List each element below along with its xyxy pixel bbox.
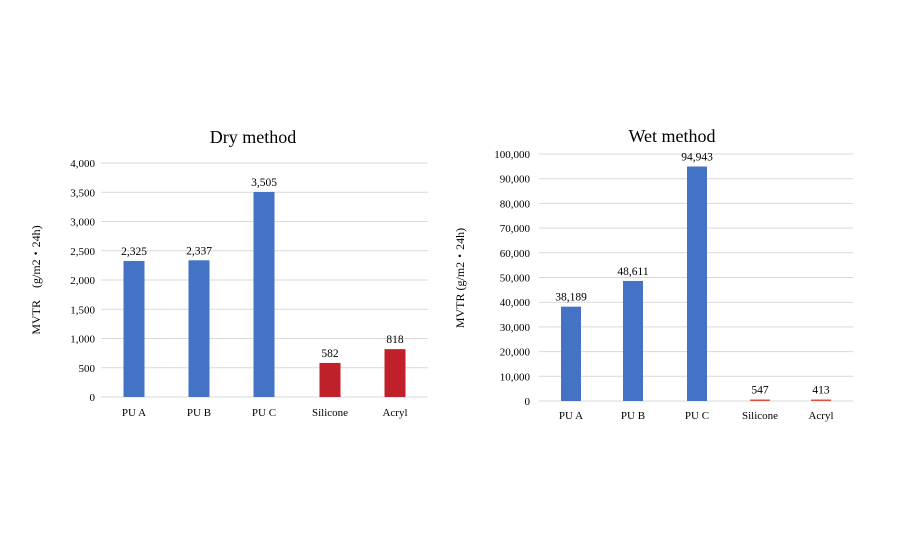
y-tick-label: 50,000: [500, 273, 531, 285]
data-label: 2,337: [186, 245, 212, 257]
chart-title: Wet method: [628, 126, 715, 146]
y-tick-label: 30,000: [500, 322, 531, 334]
data-label: 413: [812, 385, 830, 397]
bar-pu-a: [123, 260, 145, 397]
x-tick-label: Silicone: [312, 407, 348, 419]
bar-pu-b: [188, 260, 210, 397]
bar-silicone: [319, 362, 341, 397]
data-label: 94,943: [681, 151, 713, 163]
bar-pu-c: [687, 166, 707, 401]
x-tick-label: PU C: [252, 407, 276, 419]
y-axis-label: MVTR (g/m2・24h): [453, 228, 467, 328]
y-tick-label: 70,000: [500, 223, 531, 235]
data-label: 547: [751, 385, 769, 397]
x-tick-label: PU B: [187, 407, 211, 419]
x-tick-label: PU B: [621, 410, 645, 422]
x-tick-label: Silicone: [742, 410, 778, 422]
data-label: 3,505: [251, 177, 277, 189]
y-tick-label: 2,500: [70, 246, 95, 258]
data-label: 582: [321, 348, 339, 360]
y-tick-label: 2,000: [70, 275, 95, 287]
x-tick-label: PU A: [122, 407, 146, 419]
x-tick-label: PU C: [685, 410, 709, 422]
y-tick-label: 0: [90, 392, 96, 404]
y-tick-label: 4,000: [70, 158, 95, 170]
chart-dry-method: Dry method 0 500 1,000 1,500 2,000 2,500 3,000 3…: [29, 127, 428, 419]
data-label: 38,189: [555, 292, 587, 304]
y-axis-label: MVTR (g/m2・24h): [29, 225, 43, 334]
y-tick-label: 1,000: [70, 334, 95, 346]
chart-wet-method: Wet method 0 10,000 20,000 30,000 40,000 50,00…: [453, 126, 853, 422]
y-tick-label: 500: [79, 363, 96, 375]
y-tick-label: 20,000: [500, 347, 531, 359]
bar-pu-a: [561, 306, 581, 401]
bar-silicone: [750, 399, 770, 401]
y-tick-label: 80,000: [500, 198, 531, 210]
y-tick-label: 3,000: [70, 217, 95, 229]
bar-pu-c: [253, 191, 275, 397]
chart-title: Dry method: [210, 127, 296, 147]
y-tick-label: 0: [525, 396, 531, 408]
y-tick-label: 40,000: [500, 297, 531, 309]
data-label: 48,611: [617, 266, 648, 278]
x-tick-label: PU A: [559, 410, 583, 422]
bar-pu-b: [623, 280, 643, 401]
data-label: 818: [386, 334, 404, 346]
y-tick-label: 100,000: [494, 149, 530, 161]
y-tick-label: 1,500: [70, 304, 95, 316]
y-tick-label: 90,000: [500, 174, 531, 186]
bar-acryl: [384, 349, 406, 397]
bar-acryl: [811, 399, 831, 401]
y-tick-label: 3,500: [70, 187, 95, 199]
y-tick-label: 10,000: [500, 371, 531, 383]
y-tick-label: 60,000: [500, 248, 531, 260]
x-tick-label: Acryl: [808, 410, 833, 422]
x-tick-label: Acryl: [382, 407, 407, 419]
data-label: 2,325: [121, 246, 147, 258]
